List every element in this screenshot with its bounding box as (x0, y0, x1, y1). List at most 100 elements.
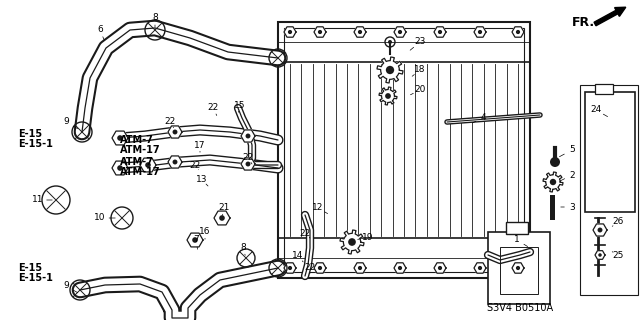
Bar (550, 195, 555, 220)
Text: 22: 22 (305, 262, 316, 271)
Polygon shape (512, 27, 524, 37)
Text: 7: 7 (193, 236, 199, 244)
Polygon shape (593, 224, 607, 236)
Text: 16: 16 (199, 228, 211, 236)
Text: 2: 2 (569, 171, 575, 180)
Circle shape (386, 66, 394, 74)
Polygon shape (284, 27, 296, 37)
Polygon shape (595, 251, 605, 259)
Text: 9: 9 (63, 282, 69, 291)
Text: 22: 22 (164, 117, 175, 126)
Circle shape (438, 266, 442, 270)
Polygon shape (314, 27, 326, 37)
Text: ATM-17: ATM-17 (120, 167, 161, 177)
Circle shape (246, 162, 250, 166)
Polygon shape (214, 211, 230, 225)
Text: 6: 6 (97, 26, 103, 35)
Polygon shape (474, 27, 486, 37)
Polygon shape (394, 27, 406, 37)
Circle shape (516, 266, 520, 270)
Text: ATM-7: ATM-7 (120, 135, 154, 145)
Bar (595, 84, 613, 94)
Polygon shape (168, 126, 182, 138)
Text: 11: 11 (32, 196, 44, 204)
Circle shape (173, 160, 177, 164)
Text: 1: 1 (514, 236, 520, 244)
Polygon shape (434, 263, 446, 273)
Polygon shape (140, 158, 156, 172)
Circle shape (598, 228, 602, 232)
Circle shape (550, 179, 556, 185)
Text: 13: 13 (196, 175, 208, 185)
Text: 24: 24 (590, 106, 602, 115)
Circle shape (358, 266, 362, 270)
Text: 5: 5 (569, 146, 575, 155)
Text: 21: 21 (218, 204, 230, 212)
Polygon shape (354, 27, 366, 37)
Polygon shape (512, 263, 524, 273)
Circle shape (117, 165, 123, 171)
Circle shape (598, 253, 602, 257)
Polygon shape (340, 230, 364, 254)
Circle shape (516, 30, 520, 34)
Circle shape (117, 135, 123, 141)
Bar (506, 222, 528, 234)
Circle shape (173, 130, 177, 134)
Text: 19: 19 (362, 233, 374, 242)
Polygon shape (314, 263, 326, 273)
Bar (488, 232, 550, 304)
Bar (500, 247, 538, 294)
Text: 20: 20 (414, 85, 426, 94)
Circle shape (438, 30, 442, 34)
Circle shape (318, 266, 322, 270)
Circle shape (550, 157, 560, 167)
Circle shape (385, 93, 391, 99)
Circle shape (398, 266, 402, 270)
Text: E-15-1: E-15-1 (18, 139, 53, 149)
Text: 8: 8 (152, 13, 158, 22)
Text: 15: 15 (234, 100, 246, 109)
Text: 17: 17 (195, 140, 205, 149)
Text: 26: 26 (612, 218, 624, 227)
Circle shape (348, 238, 356, 246)
Text: 18: 18 (414, 66, 426, 75)
Text: 12: 12 (312, 204, 324, 212)
Text: S3V4 B0510A: S3V4 B0510A (487, 303, 553, 313)
Text: 10: 10 (94, 213, 106, 222)
Circle shape (358, 30, 362, 34)
Text: 23: 23 (414, 37, 426, 46)
Polygon shape (354, 263, 366, 273)
Text: 9: 9 (63, 117, 69, 126)
Polygon shape (543, 172, 563, 192)
Text: 14: 14 (292, 252, 304, 260)
Circle shape (192, 237, 198, 243)
Polygon shape (284, 263, 296, 273)
Circle shape (478, 266, 482, 270)
Text: 22: 22 (300, 228, 310, 237)
Polygon shape (112, 131, 128, 145)
Text: E-15: E-15 (18, 263, 42, 273)
Polygon shape (379, 87, 397, 105)
FancyArrow shape (594, 7, 626, 26)
Text: ATM-17: ATM-17 (120, 145, 161, 155)
Circle shape (145, 162, 151, 168)
Text: 22: 22 (189, 161, 200, 170)
Text: 4: 4 (480, 114, 486, 123)
Circle shape (288, 266, 292, 270)
Circle shape (318, 30, 322, 34)
Bar (585, 92, 635, 212)
Bar (278, 22, 530, 278)
Polygon shape (434, 27, 446, 37)
Polygon shape (168, 156, 182, 168)
Text: 8: 8 (240, 244, 246, 252)
Polygon shape (241, 130, 255, 142)
Polygon shape (187, 233, 203, 247)
Circle shape (246, 133, 250, 139)
Polygon shape (377, 57, 403, 83)
Circle shape (219, 215, 225, 221)
Text: FR.: FR. (572, 15, 595, 28)
Polygon shape (112, 161, 128, 175)
Text: 25: 25 (612, 252, 624, 260)
Text: 3: 3 (569, 203, 575, 212)
Circle shape (398, 30, 402, 34)
